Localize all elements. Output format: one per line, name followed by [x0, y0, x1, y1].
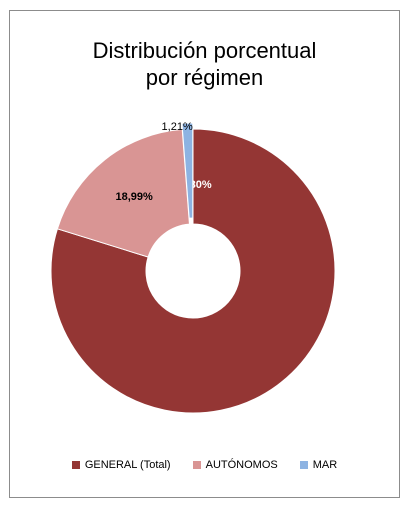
legend-item-autonomos: AUTÓNOMOS	[192, 459, 278, 471]
chart-title: Distribución porcentual por régimen	[10, 37, 399, 91]
legend-label-autonomos: AUTÓNOMOS	[205, 459, 278, 471]
legend-item-mar: MAR	[299, 459, 338, 471]
legend-swatch-general	[71, 461, 80, 469]
doughnut-chart: 79,80%18,99%1,21%	[50, 121, 336, 414]
legend-label-general: GENERAL (Total)	[84, 459, 171, 471]
slice-autonomos	[56, 128, 190, 258]
chart-title-line-1: Distribución porcentual	[92, 38, 317, 63]
legend-label-mar: MAR	[312, 459, 338, 471]
legend-item-general: GENERAL (Total)	[71, 459, 171, 471]
chart-frame: Distribución porcentual por régimen 79,8…	[9, 10, 400, 498]
data-label-autonomos: 18,99%	[115, 191, 153, 203]
legend: GENERAL (Total) AUTÓNOMOS MAR	[10, 459, 399, 471]
chart-title-line-2: por régimen	[145, 65, 264, 90]
data-label-mar: 1,21%	[162, 121, 193, 133]
slice-general	[50, 128, 336, 414]
legend-swatch-mar	[299, 461, 308, 469]
slice-mar	[181, 122, 194, 219]
legend-swatch-autonomos	[192, 461, 201, 469]
